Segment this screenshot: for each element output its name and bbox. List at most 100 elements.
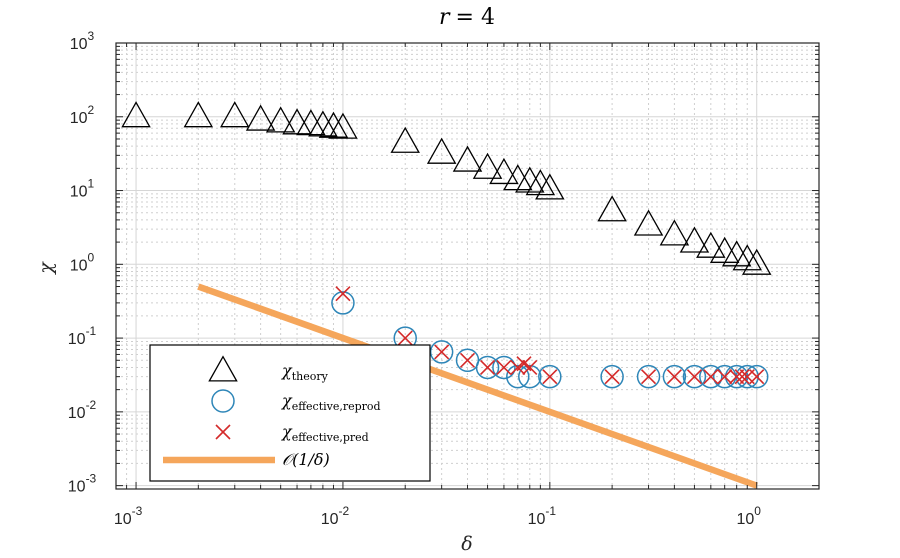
data-point-reprod [429,340,454,364]
series-line [197,283,758,489]
series-circle [331,291,769,389]
cross-stroke [479,359,496,376]
data-point-pred [729,369,745,385]
data-point-reprod [538,364,562,389]
data-point-theory [390,126,420,153]
legend-cross-icon [215,424,231,440]
data-point-reprod [744,364,769,389]
cross-stroke [459,352,476,368]
data-series [121,101,772,489]
data-point-theory [535,173,565,200]
y-tick-base: 10 [68,405,86,422]
data-point-reprod [699,364,723,389]
title-variable: r [439,5,451,30]
legend-label-main: 𝒪(1/δ) [282,450,330,469]
y-tick-base: 10 [70,110,88,127]
x-tick-base: 10 [528,511,546,528]
legend-label: χtheory [281,361,329,383]
legend-entry: χeffective,pred [215,422,369,444]
y-tick-exponent: -2 [86,398,97,412]
cross-stroke [516,356,532,372]
x-tick-label: 10-1 [528,504,557,528]
cross-stroke [640,369,657,385]
cross-stroke [734,369,750,385]
data-point-pred [496,359,512,376]
y-tick-exponent: -1 [86,324,97,338]
x-axis-label: δ [461,533,472,555]
cross-stroke [434,344,450,360]
data-point-theory [308,110,338,137]
data-point-reprod [662,364,687,389]
x-tick-label: 10-3 [114,504,143,528]
legend-circle-icon [211,389,235,413]
legend-entry: 𝒪(1/δ) [163,450,330,469]
data-point-reprod [518,364,542,389]
data-point-pred [542,369,558,385]
y-tick-base: 10 [70,184,88,201]
y-tick-label: 10-2 [68,398,97,422]
data-point-theory [659,219,690,246]
legend-label-main: χ [281,422,293,441]
legend-label-sub: effective,reprod [292,400,381,413]
data-point-pred [459,352,476,368]
x-tick-exponent: 0 [754,504,761,518]
x-tick-exponent: -3 [132,504,143,518]
cross-stroke [729,369,745,385]
data-point-reprod [331,291,355,315]
legend-triangle-icon [208,355,238,382]
data-point-theory [328,112,358,139]
y-tick-exponent: 3 [88,29,95,43]
data-point-theory [452,145,483,172]
y-tick-base: 10 [70,257,88,274]
legend-entry: χeffective,reprod [211,389,381,413]
x-tick-exponent: -2 [339,504,350,518]
data-point-pred [397,330,413,346]
data-point-pred [686,369,703,385]
x-tick-base: 10 [736,511,754,528]
cross-stroke [335,286,351,302]
y-tick-label: 103 [70,29,95,53]
data-point-theory [472,152,503,179]
y-tick-base: 10 [68,331,86,348]
data-point-reprod [492,355,516,380]
y-tick-exponent: 0 [88,250,95,264]
cross-stroke [666,369,682,385]
series-x [335,286,765,385]
legend-label: χeffective,pred [281,422,369,444]
y-axis-label: χ [35,261,57,276]
chart-title: r = 4 [439,5,495,30]
legend-label-sub: effective,pred [292,431,369,444]
data-point-pred [434,344,450,360]
cross-stroke [749,369,765,385]
cross-stroke [397,330,413,346]
y-tick-base: 10 [68,479,86,496]
data-point-pred [640,369,657,385]
data-point-pred [666,369,682,385]
data-point-theory [220,101,250,128]
data-point-theory [597,195,627,222]
data-point-theory [318,111,349,138]
data-point-theory [183,101,214,128]
legend-label-main: χ [281,361,293,380]
y-tick-label: 102 [70,103,95,127]
cross-stroke [686,369,703,385]
data-point-pred [335,286,351,302]
data-point-theory [741,248,772,275]
data-point-theory [721,240,752,267]
data-point-reprod [636,364,661,389]
data-point-theory [426,137,457,164]
y-tick-label: 100 [70,250,95,274]
data-point-theory [679,226,710,253]
y-tick-label: 10-1 [68,324,97,348]
data-point-theory [296,109,326,136]
title-value: = 4 [456,5,495,30]
x-tick-base: 10 [114,511,132,528]
data-point-theory [633,209,664,236]
legend-label: χeffective,reprod [281,391,381,413]
cross-stroke [215,424,231,440]
data-point-theory [732,244,763,271]
data-point-theory [515,166,545,193]
y-tick-exponent: 2 [88,103,95,117]
data-point-theory [696,231,726,258]
